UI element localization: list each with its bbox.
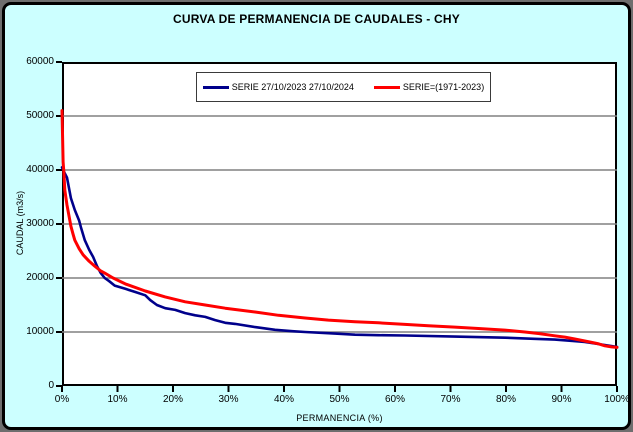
y-tick-label: 20000 (26, 272, 54, 283)
x-tick-label: 90% (551, 394, 572, 405)
chart-title: CURVA DE PERMANENCIA DE CAUDALES - CHY (173, 12, 460, 26)
legend: SERIE 27/10/2023 27/10/2024 SERIE=(1971-… (196, 72, 491, 102)
legend-label-serie-2023-2024: SERIE 27/10/2023 27/10/2024 (231, 82, 354, 92)
x-tick-label: 30% (218, 394, 239, 405)
y-axis-title: CAUDAL (m3/s) (15, 190, 25, 256)
x-tick-label: 80% (495, 394, 516, 405)
x-tick-label: 60% (384, 394, 405, 405)
legend-item-serie-1971-2023: SERIE=(1971-2023) (373, 82, 485, 92)
x-tick-label: 100% (604, 394, 630, 405)
legend-label-serie-1971-2023: SERIE=(1971-2023) (402, 82, 485, 92)
plot-area (62, 62, 617, 386)
legend-line-red-icon (373, 85, 400, 89)
x-axis-title: PERMANENCIA (%) (296, 413, 383, 423)
x-tick-label: 70% (440, 394, 461, 405)
legend-line-blue-icon (202, 85, 229, 89)
y-tick-label: 0 (48, 380, 54, 391)
x-tick-label: 20% (162, 394, 183, 405)
y-tick-label: 60000 (26, 56, 54, 67)
y-tick-label: 40000 (26, 164, 54, 175)
y-tick-label: 10000 (26, 326, 54, 337)
x-tick-label: 0% (54, 394, 70, 405)
x-tick-label: 50% (329, 394, 350, 405)
x-tick-label: 10% (107, 394, 128, 405)
legend-item-serie-2023-2024: SERIE 27/10/2023 27/10/2024 (202, 82, 354, 92)
y-tick-label: 30000 (26, 218, 54, 229)
y-tick-label: 50000 (26, 110, 54, 121)
x-tick-label: 40% (273, 394, 294, 405)
